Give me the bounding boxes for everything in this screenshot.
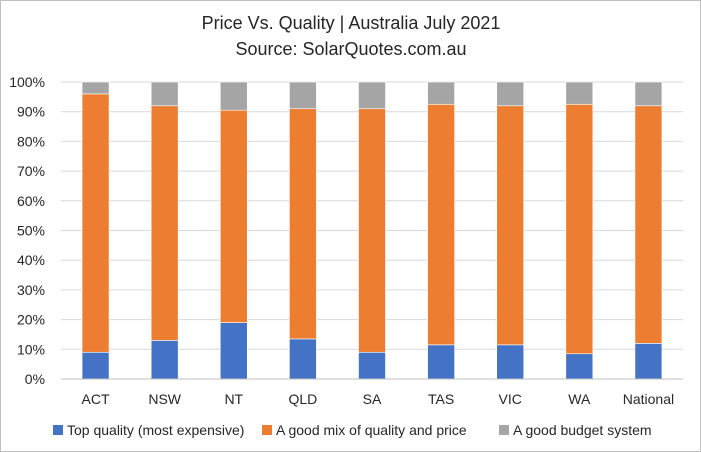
bar-segment-qld-s0: [289, 338, 317, 380]
bar-segment-national-s1: [634, 105, 663, 344]
bars: [81, 81, 663, 380]
legend-swatch: [53, 425, 63, 435]
bar-segment-sa-s2: [358, 81, 386, 110]
bar-segment-vic-s0: [496, 344, 525, 380]
bar-segment-qld-s2: [289, 81, 317, 110]
bar-segment-act-s1: [81, 93, 110, 353]
chart-title: Price Vs. Quality | Australia July 2021: [202, 13, 501, 33]
bar-segment-act-s2: [81, 81, 110, 95]
y-tick-label: 20%: [17, 312, 45, 328]
y-tick-label: 80%: [17, 133, 45, 149]
y-tick-label: 40%: [17, 252, 45, 268]
bar-segment-national-s0: [634, 343, 663, 380]
legend-label: Top quality (most expensive): [67, 422, 244, 438]
x-tick-label: NSW: [148, 391, 181, 407]
bar-segment-sa-s0: [358, 351, 386, 380]
legend: Top quality (most expensive) A good mix o…: [53, 422, 652, 438]
x-axis-ticks: ACT NSW NT QLD SA TAS VIC WA National: [82, 391, 675, 407]
bar-segment-nt-s0: [219, 322, 248, 380]
bar-segment-wa-s1: [565, 103, 594, 355]
bar-segment-nt-s1: [219, 109, 248, 323]
bar-segment-vic-s1: [496, 105, 525, 346]
bar-segment-tas-s1: [427, 103, 455, 346]
x-tick-label: WA: [568, 391, 591, 407]
x-tick-label: ACT: [82, 391, 110, 407]
y-tick-label: 10%: [17, 341, 45, 357]
bar-segment-vic-s2: [496, 81, 525, 107]
legend-swatch: [499, 425, 509, 435]
bar-segment-wa-s2: [565, 81, 594, 105]
bar-segment-qld-s1: [289, 108, 317, 340]
legend-label: A good budget system: [513, 422, 652, 438]
y-tick-label: 60%: [17, 193, 45, 209]
y-tick-label: 70%: [17, 163, 45, 179]
x-tick-label: QLD: [288, 391, 317, 407]
bar-segment-tas-s0: [427, 344, 455, 380]
bar-segment-tas-s2: [427, 81, 455, 105]
y-tick-label: 90%: [17, 104, 45, 120]
y-tick-label: 0%: [25, 371, 45, 387]
bar-segment-national-s2: [634, 81, 663, 107]
y-axis-ticks: 0% 10% 20% 30% 40% 50% 60% 70% 80% 90% 100%: [9, 74, 45, 387]
x-tick-label: SA: [363, 391, 382, 407]
y-tick-label: 30%: [17, 282, 45, 298]
bar-segment-act-s0: [81, 351, 110, 380]
x-tick-label: TAS: [428, 391, 454, 407]
x-tick-label: VIC: [499, 391, 522, 407]
legend-swatch: [262, 425, 272, 435]
bar-segment-wa-s0: [565, 353, 594, 380]
bar-segment-nsw-s0: [150, 340, 179, 380]
bar-segment-nsw-s2: [150, 81, 179, 107]
y-tick-label: 50%: [17, 223, 45, 239]
bar-segment-nt-s2: [219, 81, 248, 111]
y-tick-label: 100%: [9, 74, 45, 90]
x-tick-label: National: [623, 391, 674, 407]
bar-segment-nsw-s1: [150, 105, 179, 341]
chart-subtitle: Source: SolarQuotes.com.au: [235, 39, 466, 59]
bar-segment-sa-s1: [358, 108, 386, 353]
x-tick-label: NT: [224, 391, 243, 407]
legend-label: A good mix of quality and price: [276, 422, 467, 438]
